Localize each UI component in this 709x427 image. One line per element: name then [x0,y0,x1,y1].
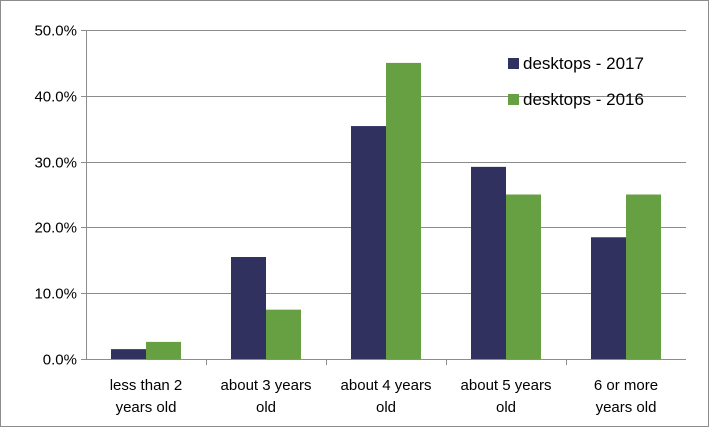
legend-swatch [508,94,519,105]
bar [146,341,181,359]
x-tick-label: old [376,399,396,416]
x-tick-label: years old [596,399,657,416]
x-tick-label: old [256,399,276,416]
y-tick-label: 10.0% [34,286,77,303]
y-tick-label: 30.0% [34,155,77,172]
bar [231,257,266,359]
x-tick-label: about 4 years [341,377,432,394]
legend: desktops - 2017 desktops - 2016 [508,54,644,109]
bar [626,194,661,359]
bars [111,62,661,360]
x-tick-label: about 5 years [461,377,552,394]
legend-swatch [508,58,519,69]
x-tick-label: about 3 years [221,377,312,394]
bar [386,62,421,360]
x-tick-label: old [496,399,516,416]
legend-label: desktops - 2017 [523,54,644,73]
bar [471,166,506,359]
bar [591,237,626,359]
y-tick-label: 0.0% [43,352,77,369]
bar [351,126,386,360]
y-tick-label: 20.0% [34,220,77,237]
bar [506,194,541,359]
x-tick-label: years old [116,399,177,416]
axes [81,30,686,365]
axis-labels: 0.0% 10.0% 20.0% 30.0% 40.0% 50.0% less than 2… [34,23,658,417]
y-tick-label: 40.0% [34,89,77,106]
legend-label: desktops - 2016 [523,90,644,109]
y-tick-label: 50.0% [34,23,77,40]
bar [266,309,301,359]
bar [111,349,146,359]
x-tick-label: less than 2 [110,377,183,394]
x-tick-label: 6 or more [594,377,658,394]
